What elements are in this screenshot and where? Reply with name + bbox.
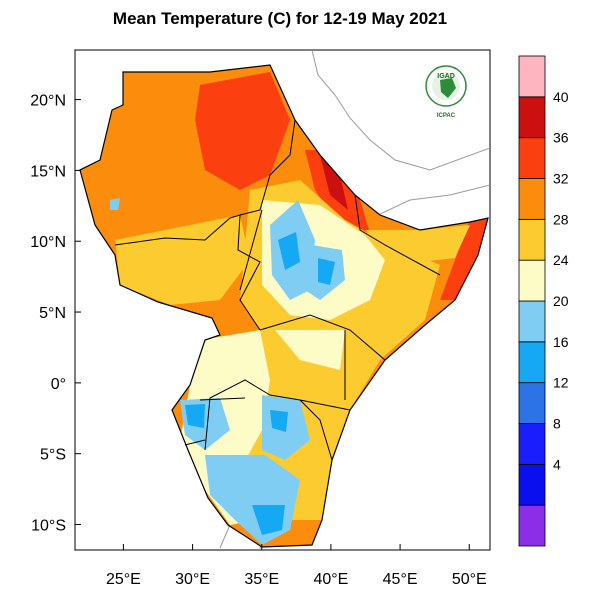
- colorbar-bin: [518, 178, 546, 220]
- colorbar-bin: [518, 463, 546, 506]
- colorbar-bin: [518, 218, 546, 261]
- colorbar-label: 40: [553, 89, 569, 105]
- y-tick-label: 10°N: [30, 234, 66, 251]
- colorbar-bin: [518, 259, 546, 302]
- y-tick-label: 20°N: [30, 93, 66, 110]
- colorbar-bin: [518, 96, 546, 139]
- colorbar-bin: [518, 300, 546, 343]
- colorbar-label: 28: [553, 211, 569, 227]
- y-axis: 20°N 15°N 10°N 5°N 0° 5°S 10°S: [30, 93, 81, 535]
- x-tick-label: 50°E: [452, 571, 487, 588]
- logo-top-text: IGAD: [437, 73, 455, 80]
- y-tick-label: 5°N: [39, 305, 66, 322]
- colorbar-bin: [518, 341, 546, 384]
- y-tick-label: 5°S: [40, 447, 66, 464]
- colorbar-label: 24: [553, 252, 569, 268]
- country-boundaries: [79, 64, 489, 548]
- colorbar-bin: [518, 382, 546, 424]
- y-tick-label: 0°: [51, 376, 66, 393]
- colorbar-label: 8: [553, 416, 561, 432]
- colorbar-label: 20: [553, 293, 569, 309]
- colorbar-bin: [518, 137, 546, 179]
- map-title: Mean Temperature (C) for 12-19 May 2021: [112, 9, 448, 28]
- colorbar-label: 32: [553, 171, 569, 187]
- x-tick-label: 25°E: [106, 571, 141, 588]
- colorbar-bin: [518, 55, 546, 98]
- logo-bottom-text: ICPAC: [437, 113, 456, 119]
- x-tick-label: 30°E: [175, 571, 210, 588]
- x-tick-label: 45°E: [383, 571, 418, 588]
- igad-icpac-logo: IGAD ICPAC: [425, 65, 467, 119]
- colorbar-label: 16: [553, 334, 569, 350]
- colorbar-bin: [518, 423, 546, 465]
- x-tick-label: 35°E: [244, 571, 279, 588]
- colorbar-label: 4: [553, 456, 561, 472]
- y-tick-label: 15°N: [30, 163, 66, 180]
- colorbar-label: 36: [553, 130, 569, 146]
- colorbar: 4 8 12 16 20 24 28 32 36 40: [518, 55, 569, 547]
- y-tick-label: 10°S: [31, 518, 66, 535]
- colorbar-bin: [518, 504, 546, 547]
- x-axis: 25°E 30°E 35°E 40°E 45°E 50°E: [106, 544, 487, 588]
- x-tick-label: 40°E: [313, 571, 348, 588]
- colorbar-label: 12: [553, 375, 569, 391]
